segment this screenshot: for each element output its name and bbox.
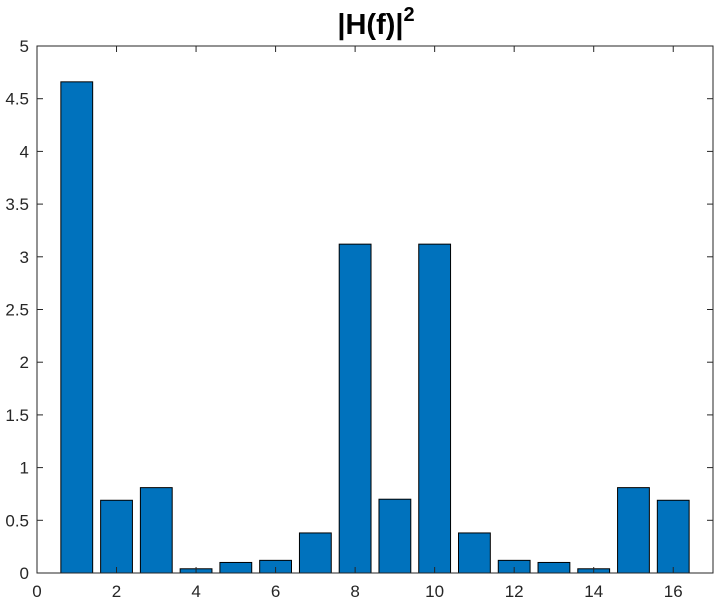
bar-11 (458, 532, 491, 574)
bars (60, 81, 690, 574)
x-tick-label: 14 (584, 582, 603, 601)
x-axis-ticks: 0 2 4 6 8 10 12 14 16 (32, 46, 683, 601)
y-tick-label: 1 (20, 459, 29, 478)
y-tick-label: 2.5 (5, 301, 29, 320)
x-tick-label: 4 (191, 582, 200, 601)
x-tick-label: 0 (32, 582, 41, 601)
x-tick-label: 8 (350, 582, 359, 601)
bar-8 (338, 243, 372, 574)
x-tick-label: 10 (425, 582, 444, 601)
x-tick-label: 12 (505, 582, 524, 601)
y-tick-label: 3 (20, 248, 29, 267)
chart-title-superscript: 2 (404, 4, 415, 26)
x-tick-label: 2 (112, 582, 121, 601)
bar-13 (537, 561, 571, 574)
bar-15 (617, 487, 650, 574)
bar-9 (378, 498, 412, 574)
y-tick-label: 4 (20, 142, 29, 161)
y-tick-label: 3.5 (5, 195, 29, 214)
y-tick-label: 5 (20, 37, 29, 56)
axes-box (36, 45, 714, 574)
bar-16 (656, 499, 690, 574)
axes (36, 45, 714, 574)
bar-5 (219, 561, 253, 574)
x-tick-label: 6 (271, 582, 280, 601)
bar-2 (100, 499, 133, 574)
y-axis-ticks: 0 0.5 1 1.5 2 2.5 3 3.5 4 4.5 5 (5, 37, 713, 583)
y-tick-label: 0 (20, 564, 29, 583)
x-tick-label: 16 (664, 582, 683, 601)
bar-1 (60, 81, 94, 574)
y-tick-label: 0.5 (5, 511, 29, 530)
y-tick-label: 2 (20, 353, 29, 372)
y-tick-label: 1.5 (5, 406, 29, 425)
bar-10 (418, 243, 452, 574)
bar-7 (298, 532, 332, 574)
chart-title: |H(f)|2 (337, 4, 414, 41)
bar-3 (139, 487, 173, 574)
chart-title-text: |H(f)| (337, 9, 403, 41)
y-tick-label: 4.5 (5, 90, 29, 109)
